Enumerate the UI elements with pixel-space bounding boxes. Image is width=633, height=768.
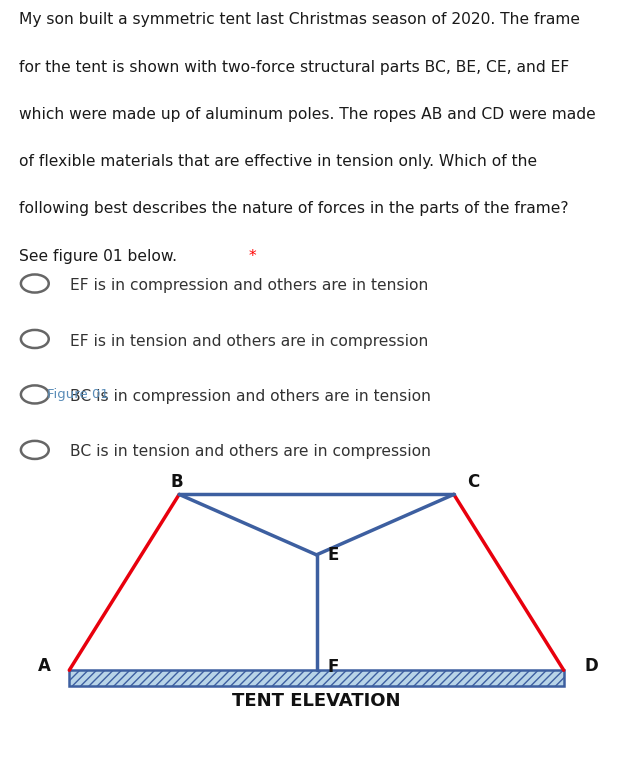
Text: following best describes the nature of forces in the parts of the frame?: following best describes the nature of f… — [19, 201, 568, 217]
Text: for the tent is shown with two-force structural parts BC, BE, CE, and EF: for the tent is shown with two-force str… — [19, 60, 569, 74]
Text: BC is in tension and others are in compression: BC is in tension and others are in compr… — [70, 445, 430, 459]
Text: BC is in compression and others are in tension: BC is in compression and others are in t… — [70, 389, 430, 404]
Text: F: F — [327, 658, 339, 677]
Text: My son built a symmetric tent last Christmas season of 2020. The frame: My son built a symmetric tent last Chris… — [19, 12, 580, 28]
Text: TENT ELEVATION: TENT ELEVATION — [232, 692, 401, 710]
Text: Figure 01: Figure 01 — [47, 388, 110, 401]
Text: EF is in compression and others are in tension: EF is in compression and others are in t… — [70, 278, 428, 293]
Text: which were made up of aluminum poles. The ropes AB and CD were made: which were made up of aluminum poles. Th… — [19, 107, 596, 122]
Text: E: E — [327, 546, 339, 564]
Text: EF is in tension and others are in compression: EF is in tension and others are in compr… — [70, 333, 428, 349]
Bar — [69, 670, 564, 686]
Text: of flexible materials that are effective in tension only. Which of the: of flexible materials that are effective… — [19, 154, 537, 169]
Text: B: B — [170, 473, 183, 492]
Text: A: A — [38, 657, 51, 675]
Text: *: * — [244, 249, 256, 263]
Text: See figure 01 below.: See figure 01 below. — [19, 249, 177, 263]
Text: D: D — [584, 657, 598, 675]
Text: C: C — [467, 473, 479, 492]
